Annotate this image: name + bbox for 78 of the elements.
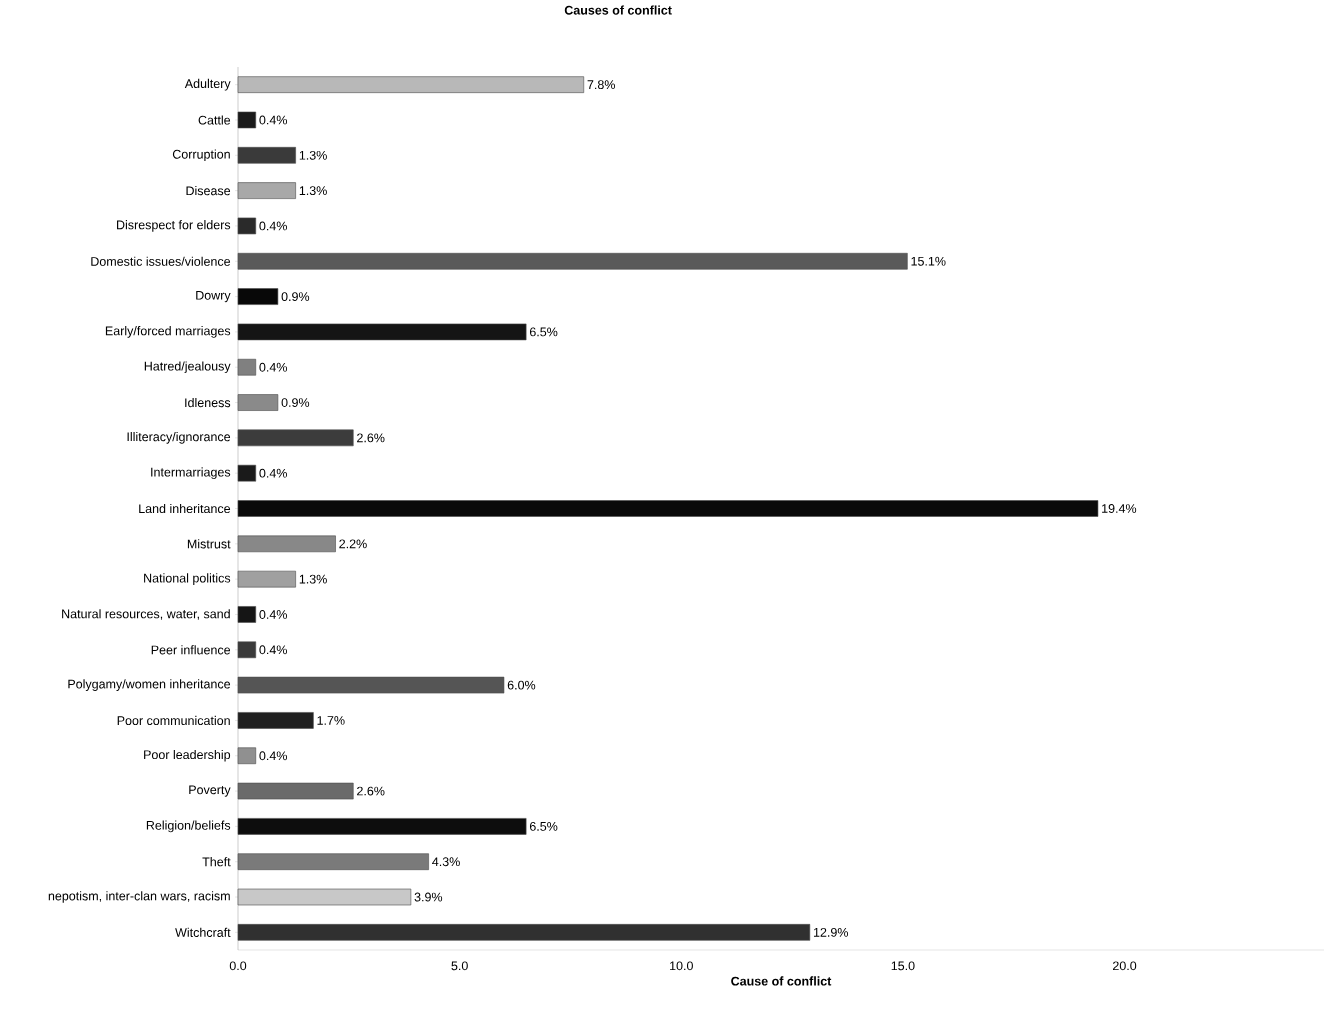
bar	[237, 818, 527, 835]
x-tick-label: 5.0	[451, 961, 468, 971]
chart-title: Causes of conflict	[564, 5, 672, 15]
bar	[237, 924, 811, 941]
bar	[237, 570, 296, 588]
bar	[237, 500, 1099, 517]
data-label: 0.4%	[259, 221, 287, 231]
data-label: 1.3%	[299, 574, 327, 584]
y-tick-label: Theft	[202, 857, 231, 867]
data-label: 4.3%	[432, 857, 460, 867]
y-tick-label: Disease	[186, 186, 231, 196]
data-label: 15.1%	[911, 256, 946, 266]
bar	[237, 182, 296, 199]
bar	[237, 111, 257, 129]
y-tick-label: Poverty	[189, 785, 231, 797]
x-tick-label: 20.0	[1113, 961, 1137, 971]
y-tick-label: Illiteracy/ignorance	[127, 432, 231, 444]
data-label: 0.9%	[281, 398, 310, 407]
y-tick-label: nepotism, inter-clan wars, racism	[48, 891, 230, 903]
x-axis-title: Cause of conflict	[731, 976, 832, 986]
y-tick-label: National politics	[144, 573, 231, 585]
y-tick-label: Land inheritance	[139, 503, 231, 514]
y-tick-label: Religion/beliefs	[146, 820, 231, 833]
bar	[237, 782, 354, 800]
bar	[237, 641, 257, 659]
y-tick-label: Disrespect for elders	[117, 220, 231, 232]
data-label: 0.9%	[281, 292, 310, 302]
data-label: 6.5%	[529, 327, 558, 337]
data-label: 0.4%	[259, 468, 287, 478]
bar	[237, 288, 279, 305]
bar	[237, 464, 257, 482]
y-tick-label: Adultery	[184, 78, 231, 91]
y-tick-label: Witchcraft	[175, 927, 231, 937]
y-tick-label: Intermarriages	[151, 467, 231, 480]
y-tick-label: Dowry	[196, 290, 231, 303]
data-label: 1.3%	[299, 150, 327, 160]
y-tick-label: Early/forced marriages	[105, 326, 231, 338]
y-tick-label: Peer influence	[151, 645, 231, 655]
bar	[237, 606, 257, 623]
y-tick-label: Mistrust	[187, 539, 231, 549]
data-label: 0.4%	[259, 115, 287, 125]
data-label: 1.7%	[317, 716, 345, 725]
y-tick-label: Idleness	[185, 397, 231, 408]
data-label: 2.6%	[357, 786, 385, 796]
data-label: 2.2%	[339, 539, 367, 549]
y-tick-label: Poor leadership	[144, 749, 231, 762]
data-label: 7.8%	[587, 80, 615, 90]
data-label: 6.5%	[529, 821, 558, 831]
data-label: 0.4%	[259, 362, 287, 372]
bar	[237, 676, 505, 694]
data-label: 1.3%	[299, 186, 327, 196]
y-tick-label: Natural resources, water, sand	[62, 609, 230, 620]
y-tick-label: Domestic issues/violence	[91, 256, 231, 266]
x-tick-label: 10.0	[670, 961, 693, 971]
data-label: 0.4%	[259, 751, 287, 761]
bar	[237, 252, 908, 270]
bar	[237, 217, 257, 235]
data-label: 2.6%	[357, 433, 385, 443]
bar	[237, 429, 354, 447]
bar	[237, 147, 296, 164]
y-tick-label: Corruption	[172, 149, 230, 162]
bar	[237, 712, 314, 729]
data-label: 19.4%	[1102, 504, 1137, 513]
bar	[237, 888, 412, 906]
x-tick-label: 15.0	[891, 961, 915, 971]
bar	[237, 747, 257, 765]
bar	[237, 323, 527, 341]
x-tick-label: 0.0	[229, 961, 247, 971]
data-label: 0.4%	[259, 610, 287, 619]
y-tick-label: Cattle	[198, 115, 231, 125]
data-label: 12.9%	[813, 927, 849, 937]
y-tick-label: Hatred/jealousy	[144, 361, 231, 374]
data-label: 0.4%	[259, 645, 287, 655]
y-tick-label: Polygamy/women inheritance	[68, 679, 231, 691]
data-label: 6.0%	[507, 680, 536, 690]
y-tick-label: Poor communication	[117, 715, 230, 726]
bar	[237, 76, 585, 93]
data-label: 3.9%	[414, 892, 443, 902]
